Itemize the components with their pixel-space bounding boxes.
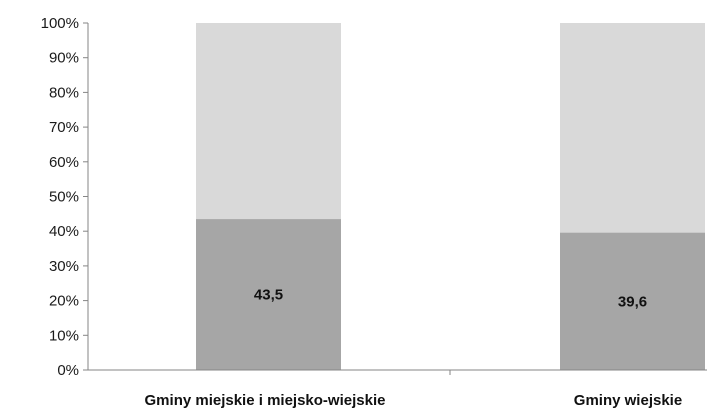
y-tick-label: 0% [57,362,79,379]
bar-segment [560,232,705,370]
bar-value-label: 43,5 [254,287,283,304]
x-axis-labels: Gminy miejskie i miejsko-wiejskie Gminy w… [145,392,683,409]
bar-segment [196,219,341,370]
y-tick-label: 10% [49,327,79,344]
axes [83,22,707,375]
bar-segment [560,23,705,233]
data-labels: 43,5 39,6 [254,287,647,311]
x-category-label: Gminy wiejskie [574,392,682,409]
y-tick-label: 20% [49,293,79,310]
y-tick-label: 90% [49,50,79,67]
y-tick-label: 50% [49,189,79,206]
y-axis-ticks: 0% 10% 20% 30% 40% 50% 60% 70% 80% 90% 100% [41,15,79,379]
x-category-label: Gminy miejskie i miejsko-wiejskie [145,392,386,409]
bar-value-label: 39,6 [618,293,647,310]
y-tick-label: 30% [49,258,79,275]
bar-segment [196,23,341,220]
bars [196,23,705,370]
y-tick-label: 40% [49,223,79,240]
y-tick-label: 70% [49,119,79,136]
y-tick-label: 80% [49,84,79,101]
y-tick-label: 60% [49,154,79,171]
y-tick-label: 100% [41,15,79,32]
